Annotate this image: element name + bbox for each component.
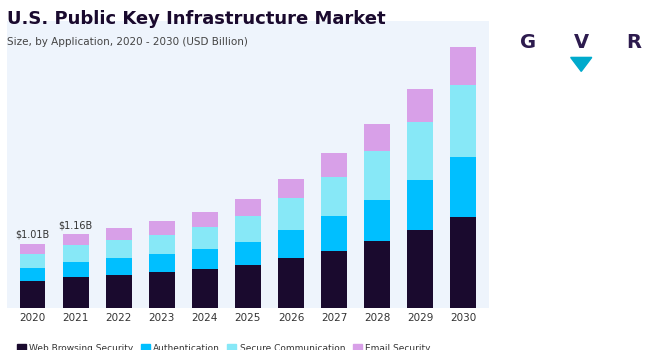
Text: U.S. Market CAGR,
2023 - 2030: U.S. Market CAGR, 2023 - 2030 (538, 210, 628, 234)
Bar (235, 199, 261, 216)
Bar (106, 240, 131, 258)
Bar (149, 272, 175, 308)
Bar (450, 217, 476, 308)
Polygon shape (571, 57, 592, 71)
Bar (149, 220, 175, 234)
Bar (278, 198, 304, 230)
Text: GRAND VIEW RESEARCH: GRAND VIEW RESEARCH (534, 104, 632, 110)
Bar (235, 241, 261, 265)
Bar (364, 241, 390, 308)
Bar (106, 228, 131, 240)
Bar (19, 281, 46, 308)
Bar (364, 199, 390, 241)
Bar (106, 258, 131, 275)
Bar (278, 258, 304, 308)
Bar (450, 157, 476, 217)
Bar (364, 151, 390, 199)
Text: $1.16B: $1.16B (58, 220, 92, 230)
Bar (278, 230, 304, 258)
Legend: Web Browsing Security, Authentication, Secure Communication, Email Security: Web Browsing Security, Authentication, S… (13, 340, 435, 350)
Bar (450, 47, 476, 85)
Text: U.S. Public Key Infrastructure Market: U.S. Public Key Infrastructure Market (7, 10, 385, 28)
Bar (63, 262, 88, 278)
Bar (19, 254, 46, 268)
Bar (106, 275, 131, 308)
Bar (63, 245, 88, 262)
Bar (192, 212, 218, 227)
Bar (149, 234, 175, 254)
Text: Source:
www.grandviewresearch.com: Source: www.grandviewresearch.com (527, 304, 639, 326)
Text: 17.5%: 17.5% (527, 151, 639, 182)
Bar (407, 181, 433, 230)
Bar (407, 89, 433, 122)
Bar (407, 230, 433, 308)
Text: G: G (521, 33, 537, 51)
Bar (63, 278, 88, 308)
Bar (19, 244, 46, 254)
Bar (192, 269, 218, 308)
Bar (63, 234, 88, 245)
Bar (19, 268, 46, 281)
Bar (364, 124, 390, 151)
Bar (192, 249, 218, 269)
Bar (192, 227, 218, 249)
Text: $1.01B: $1.01B (15, 230, 50, 240)
Bar (407, 122, 433, 181)
Text: Size, by Application, 2020 - 2030 (USD Billion): Size, by Application, 2020 - 2030 (USD B… (7, 37, 248, 47)
Bar (235, 216, 261, 242)
Bar (321, 216, 347, 251)
Bar (321, 153, 347, 177)
Bar (235, 265, 261, 308)
Text: R: R (626, 33, 641, 51)
Bar (450, 85, 476, 157)
Bar (149, 254, 175, 272)
Bar (278, 178, 304, 198)
Bar (321, 251, 347, 308)
Text: V: V (574, 33, 589, 51)
Bar (321, 177, 347, 216)
